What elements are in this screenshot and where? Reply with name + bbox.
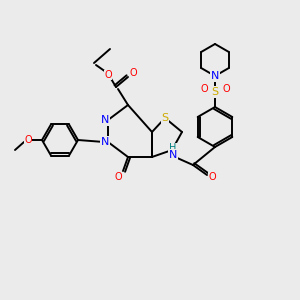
Text: O: O xyxy=(114,172,122,182)
Text: N: N xyxy=(169,150,177,160)
Text: N: N xyxy=(101,115,109,125)
Text: N: N xyxy=(211,71,219,81)
Text: O: O xyxy=(208,172,216,182)
Text: S: S xyxy=(161,113,169,123)
Text: N: N xyxy=(101,137,109,147)
Text: O: O xyxy=(222,84,230,94)
Text: O: O xyxy=(104,70,112,80)
Text: S: S xyxy=(212,87,219,97)
Text: O: O xyxy=(24,135,32,145)
Text: O: O xyxy=(200,84,208,94)
Text: H: H xyxy=(169,143,177,153)
Text: O: O xyxy=(129,68,137,78)
